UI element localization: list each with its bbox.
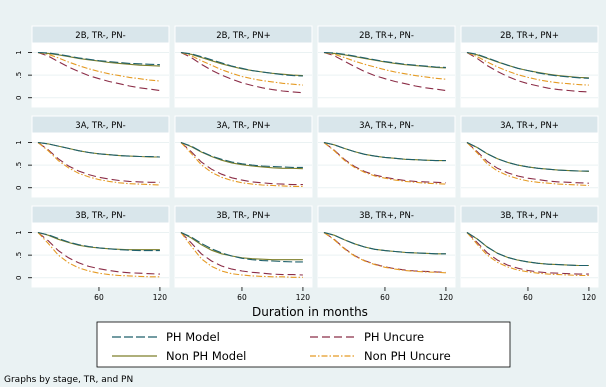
- series-line-ph-model: [323, 231, 446, 255]
- series-line-nonph-model: [180, 141, 303, 170]
- panel-title: 3B, TR-, PN-: [75, 211, 125, 221]
- series-line-ph-model: [37, 51, 160, 66]
- panel: 3B, TR+, PN+ 60 120: [460, 205, 599, 302]
- series-line-nonph-uncure: [180, 51, 303, 86]
- y-tick-label: .5: [15, 72, 23, 79]
- panel: 3A, TR-, PN+: [174, 115, 313, 198]
- panel-title: 2B, TR+, PN+: [500, 31, 559, 41]
- x-tick-label: 60: [237, 293, 247, 302]
- panel-title: 3A, TR+, PN+: [500, 121, 559, 131]
- series-line-nonph-uncure: [180, 232, 303, 278]
- series-line-nonph-uncure: [323, 232, 446, 274]
- footnote: Graphs by stage, TR, and PN: [4, 375, 133, 385]
- x-tick-label: 60: [94, 293, 104, 302]
- series-line-nonph-uncure: [323, 51, 446, 80]
- series-line-nonph-uncure: [37, 232, 160, 278]
- panel-title: 2B, TR+, PN-: [359, 31, 414, 41]
- series-line-nonph-uncure: [37, 51, 160, 82]
- panel: 3A, TR+, PN-: [317, 115, 456, 198]
- series-line-ph-uncure: [180, 142, 303, 186]
- series-line-ph-model: [323, 51, 446, 68]
- series-line-ph-uncure: [37, 142, 160, 183]
- panel: 2B, TR+, PN+: [460, 25, 599, 108]
- series-line-ph-model: [466, 142, 589, 172]
- legend: PH Model PH Uncure Non PH Model Non PH Uncu…: [96, 321, 511, 368]
- y-tick-label: 1: [15, 50, 23, 54]
- series-line-ph-uncure: [466, 52, 589, 93]
- series-line-ph-model: [466, 232, 589, 267]
- y-tick-label: 0: [15, 96, 23, 100]
- series-line-ph-model: [37, 231, 160, 252]
- series-line-nonph-uncure: [466, 142, 589, 187]
- panel: 3B, TR+, PN- 60 120: [317, 205, 456, 302]
- x-tick-label: 120: [582, 293, 597, 302]
- legend-box: [96, 321, 511, 368]
- panel: 3A, TR-, PN- 0 .5 1: [15, 115, 170, 198]
- legend-label: Non PH Model: [166, 349, 246, 363]
- y-tick-label: 0: [15, 186, 23, 190]
- series-line-ph-model: [323, 141, 446, 162]
- series-line-ph-model: [180, 141, 303, 168]
- legend-label: PH Model: [166, 330, 220, 344]
- y-tick-label: 1: [15, 140, 23, 144]
- x-axis-title: Duration in months: [252, 305, 368, 319]
- panel: 2B, TR-, PN+: [174, 25, 313, 108]
- x-tick-label: 120: [153, 293, 168, 302]
- series-line-ph-model: [180, 51, 303, 77]
- series-line-nonph-uncure: [466, 232, 589, 277]
- panel-title: 3A, TR-, PN-: [75, 121, 125, 131]
- panel: 2B, TR-, PN- 0 .5 1: [15, 25, 170, 108]
- panel: 2B, TR+, PN-: [317, 25, 456, 108]
- legend-label: PH Uncure: [364, 330, 424, 344]
- y-tick-label: .5: [15, 252, 23, 259]
- panel-title: 3A, TR-, PN+: [216, 121, 270, 131]
- panel-title: 2B, TR-, PN-: [75, 31, 125, 41]
- series-line-ph-model: [466, 51, 589, 79]
- series-line-nonph-uncure: [180, 142, 303, 187]
- series-line-ph-uncure: [37, 51, 160, 92]
- series-line-ph-uncure: [323, 142, 446, 184]
- panel-title: 3A, TR+, PN-: [359, 121, 414, 131]
- x-tick-label: 60: [380, 293, 390, 302]
- panel-title: 3B, TR+, PN+: [500, 211, 559, 221]
- series-line-nonph-uncure: [37, 142, 160, 186]
- series-line-ph-uncure: [466, 142, 589, 184]
- x-tick-label: 60: [523, 293, 533, 302]
- x-tick-label: 120: [439, 293, 454, 302]
- series-line-nonph-uncure: [323, 142, 446, 185]
- panel: 3A, TR+, PN+: [460, 115, 599, 198]
- panel-title: 3B, TR-, PN+: [216, 211, 270, 221]
- series-line-ph-uncure: [466, 232, 589, 275]
- panel: 3B, TR-, PN- 0 .5 1 60 120: [15, 205, 170, 302]
- y-tick-label: .5: [15, 162, 23, 169]
- series-line-ph-model: [180, 231, 303, 263]
- series-line-ph-uncure: [180, 232, 303, 276]
- series-line-ph-uncure: [37, 232, 160, 275]
- y-tick-label: 1: [15, 230, 23, 234]
- legend-label: Non PH Uncure: [364, 349, 451, 363]
- y-tick-label: 0: [15, 276, 23, 280]
- series-line-nonph-uncure: [466, 51, 589, 86]
- series-line-ph-model: [37, 141, 160, 158]
- series-line-ph-uncure: [180, 52, 303, 94]
- x-tick-label: 120: [296, 293, 311, 302]
- panel-title: 3B, TR+, PN-: [359, 211, 414, 221]
- panel: 3B, TR-, PN+ 60 120: [174, 205, 313, 302]
- panel-title: 2B, TR-, PN+: [216, 31, 270, 41]
- series-line-ph-uncure: [323, 51, 446, 92]
